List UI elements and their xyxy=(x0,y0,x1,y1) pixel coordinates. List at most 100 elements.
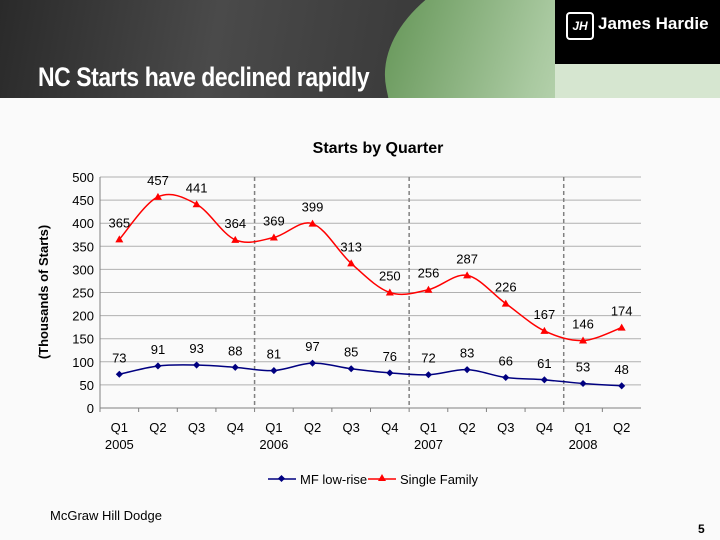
single-family-point xyxy=(463,271,472,279)
data-label: 72 xyxy=(421,351,435,366)
data-label: 457 xyxy=(147,173,169,188)
mf-low-rise-point xyxy=(618,382,626,390)
single-family-point xyxy=(231,235,240,243)
y-tick-label: 50 xyxy=(80,378,94,393)
y-tick-label: 250 xyxy=(72,286,94,301)
data-label: 313 xyxy=(340,239,362,254)
x-tick-label: Q1 xyxy=(111,420,128,435)
single-family-point xyxy=(540,326,549,334)
data-label: 97 xyxy=(305,339,319,354)
x-tick-label: Q4 xyxy=(381,420,398,435)
mf-low-rise-point xyxy=(231,363,239,371)
legend-mf-marker xyxy=(277,474,286,483)
single-family-point xyxy=(579,336,588,344)
data-label: 81 xyxy=(267,347,281,362)
data-label: 76 xyxy=(383,349,397,364)
page-title: NC Starts have declined rapidly xyxy=(38,62,370,92)
x-tick-label: Q3 xyxy=(188,420,205,435)
y-tick-label: 300 xyxy=(72,262,94,277)
single-family-point xyxy=(424,285,433,293)
mf-low-rise-point xyxy=(502,373,510,382)
single-family-point xyxy=(153,192,162,200)
mf-low-rise-point xyxy=(463,366,471,374)
y-tick-label: 450 xyxy=(72,193,94,208)
data-label: 73 xyxy=(112,350,126,365)
data-label: 167 xyxy=(534,307,556,322)
y-tick-label: 500 xyxy=(72,170,94,185)
header-banner: JH James Hardie NC Starts have declined … xyxy=(0,0,720,98)
chart-title: Starts by Quarter xyxy=(313,140,444,157)
x-year-label: 2008 xyxy=(569,437,598,452)
logo-background xyxy=(555,64,720,98)
data-label: 83 xyxy=(460,346,474,361)
data-label: 226 xyxy=(495,280,517,295)
single-family-point xyxy=(501,299,510,307)
mf-low-rise-point xyxy=(424,371,432,379)
mf-low-rise-point xyxy=(540,376,548,384)
x-tick-label: Q2 xyxy=(149,420,166,435)
x-year-label: 2007 xyxy=(414,437,443,452)
single-family-point xyxy=(308,219,317,227)
x-tick-label: Q1 xyxy=(574,420,591,435)
single-family-point xyxy=(385,288,394,296)
mf-low-rise-point xyxy=(154,362,162,370)
mf-low-rise-point xyxy=(347,365,355,373)
x-tick-label: Q1 xyxy=(420,420,437,435)
mf-low-rise-point xyxy=(579,379,587,388)
logo-text: James Hardie xyxy=(598,14,709,33)
data-label: 287 xyxy=(456,251,478,266)
x-tick-label: Q4 xyxy=(536,420,553,435)
y-tick-label: 200 xyxy=(72,309,94,324)
y-tick-label: 0 xyxy=(87,401,94,416)
data-label: 61 xyxy=(537,356,551,371)
y-axis-label: (Thousands of Starts) xyxy=(36,225,51,359)
legend-sf-label: Single Family xyxy=(400,472,479,487)
logo-mark-icon: JH xyxy=(566,12,594,40)
mf-low-rise-point xyxy=(270,367,278,375)
data-label: 364 xyxy=(224,216,246,231)
x-tick-label: Q3 xyxy=(343,420,360,435)
x-year-label: 2005 xyxy=(105,437,134,452)
y-tick-label: 350 xyxy=(72,239,94,254)
single-family-point xyxy=(617,323,626,331)
mf-low-rise-point xyxy=(386,369,394,377)
y-tick-label: 400 xyxy=(72,216,94,231)
y-tick-label: 150 xyxy=(72,332,94,347)
data-label: 174 xyxy=(611,304,633,319)
data-label: 365 xyxy=(108,215,130,230)
page-number: 5 xyxy=(698,522,705,536)
single-family-point xyxy=(115,235,124,243)
logo xyxy=(555,0,720,64)
legend-mf-label: MF low-rise xyxy=(300,472,367,487)
mf-low-rise-point xyxy=(115,370,123,378)
single-family-point xyxy=(269,233,278,241)
data-label: 250 xyxy=(379,269,401,284)
x-year-label: 2006 xyxy=(259,437,288,452)
data-label: 53 xyxy=(576,360,590,375)
x-tick-label: Q2 xyxy=(458,420,475,435)
x-tick-label: Q2 xyxy=(304,420,321,435)
data-label: 88 xyxy=(228,343,242,358)
data-label: 85 xyxy=(344,345,358,360)
data-label: 399 xyxy=(302,200,324,215)
data-label: 93 xyxy=(189,341,203,356)
y-tick-label: 100 xyxy=(72,355,94,370)
data-label: 91 xyxy=(151,342,165,357)
data-label: 256 xyxy=(418,266,440,281)
x-tick-label: Q2 xyxy=(613,420,630,435)
source-note: McGraw Hill Dodge xyxy=(50,508,162,523)
legend: MF low-rise Single Family xyxy=(268,472,479,487)
x-tick-label: Q4 xyxy=(227,420,244,435)
data-label: 48 xyxy=(614,362,628,377)
single-family-point xyxy=(347,259,356,267)
data-label: 369 xyxy=(263,214,285,229)
data-label: 146 xyxy=(572,317,594,332)
data-label: 66 xyxy=(499,354,513,369)
mf-low-rise-point xyxy=(309,359,317,367)
mf-low-rise-point xyxy=(193,361,201,369)
legend-sf-marker xyxy=(378,474,386,481)
x-tick-label: Q1 xyxy=(265,420,282,435)
x-tick-label: Q3 xyxy=(497,420,514,435)
single-family-point xyxy=(192,200,201,208)
